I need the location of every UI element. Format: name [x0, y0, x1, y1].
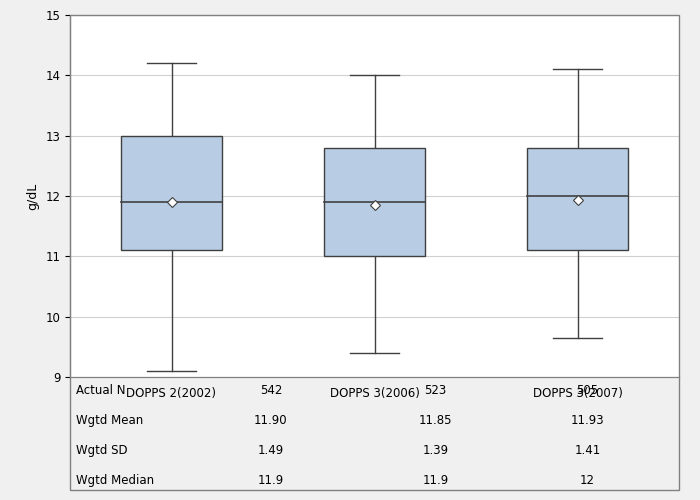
Bar: [323, 148, 426, 256]
Text: 1.49: 1.49: [258, 444, 284, 458]
Text: Wgtd Median: Wgtd Median: [76, 474, 154, 488]
Text: 505: 505: [577, 384, 598, 397]
Text: 12: 12: [580, 474, 595, 488]
Bar: [120, 136, 223, 250]
Text: Actual N: Actual N: [76, 384, 125, 397]
Text: Wgtd Mean: Wgtd Mean: [76, 414, 144, 427]
Text: 1.41: 1.41: [575, 444, 601, 458]
Y-axis label: g/dL: g/dL: [27, 182, 40, 210]
Text: 1.39: 1.39: [422, 444, 449, 458]
Text: 11.9: 11.9: [422, 474, 449, 488]
Text: 523: 523: [424, 384, 447, 397]
Text: 11.93: 11.93: [570, 414, 605, 427]
Bar: [526, 148, 629, 250]
Text: 11.9: 11.9: [258, 474, 284, 488]
Text: Wgtd SD: Wgtd SD: [76, 444, 127, 458]
Text: 542: 542: [260, 384, 282, 397]
Text: 11.85: 11.85: [419, 414, 452, 427]
Text: 11.90: 11.90: [254, 414, 288, 427]
